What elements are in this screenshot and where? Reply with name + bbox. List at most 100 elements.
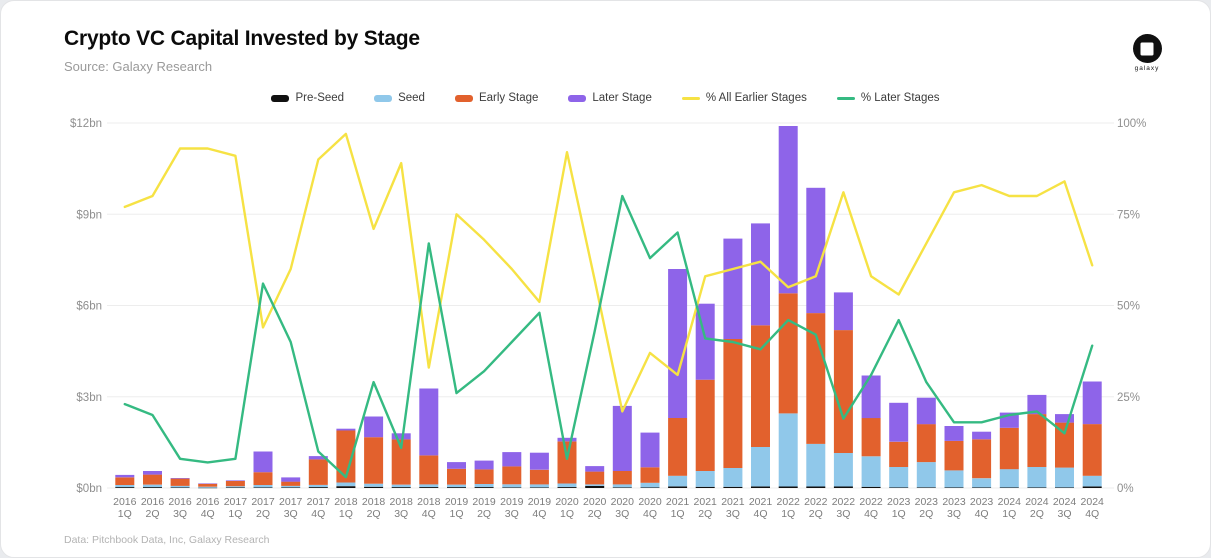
bar-segment-later (640, 432, 660, 468)
bar-segment-pre_seed (502, 487, 522, 488)
x-axis-label: 2020 4Q (638, 496, 662, 520)
x-axis-label: 2017 3Q (279, 496, 303, 520)
bar-segment-early (999, 427, 1019, 470)
bar-segment-later (198, 483, 218, 484)
legend-item-pre-seed: Pre-Seed (271, 92, 344, 104)
bar-segment-pre_seed (391, 487, 411, 488)
bar-segment-early (972, 439, 992, 479)
bar-segment-seed (364, 483, 384, 487)
x-axis-label: 2019 2Q (472, 496, 496, 520)
bar-segment-early (474, 469, 494, 484)
x-axis-label: 2019 1Q (445, 496, 469, 520)
bar-segment-pre_seed (861, 486, 881, 488)
bar-segment-early (944, 440, 964, 471)
legend-swatch-pct-later (836, 96, 855, 100)
bar-segment-pre_seed (999, 487, 1019, 488)
line-pct_later (123, 194, 1094, 479)
bar-segment-seed (170, 485, 190, 488)
bar-segment-seed (999, 469, 1019, 488)
bar-segment-early (364, 437, 384, 484)
bar-segment-seed (778, 413, 798, 487)
bar-segment-early (668, 418, 688, 476)
bar-segment-pre_seed (972, 487, 992, 488)
legend-item-early-stage: Early Stage (454, 92, 538, 104)
bar-segment-pre_seed (723, 486, 743, 488)
x-axis-label: 2018 1Q (334, 496, 358, 520)
chart-legend: Pre-Seed Seed Early Stage Later Stage % … (1, 92, 1210, 104)
left-axis-tick: $6bn (76, 301, 102, 313)
bar-segment-early (723, 339, 743, 468)
x-axis-label: 2023 3Q (942, 496, 966, 520)
x-axis-label: 2016 2Q (141, 496, 165, 520)
bar-segment-pre_seed (115, 487, 135, 488)
legend-swatch-early-stage (454, 94, 473, 102)
bar-segment-seed (308, 485, 328, 488)
bar-segment-pre_seed (529, 487, 549, 488)
bar-segment-later (668, 269, 688, 418)
bar-segment-later (225, 480, 245, 481)
x-axis-label: 2022 2Q (804, 496, 828, 520)
x-axis-label: 2022 3Q (832, 496, 856, 520)
bar-segment-early (640, 467, 660, 483)
bar-segment-seed (225, 486, 245, 488)
legend-label: Pre-Seed (295, 92, 345, 104)
bar-segment-early (751, 325, 770, 447)
bar-segment-later (585, 466, 605, 472)
x-axis-label: 2016 1Q (113, 496, 137, 520)
bar-segment-later (1055, 414, 1074, 423)
bar-segment-pre_seed (1027, 487, 1047, 488)
bar-segment-early (557, 441, 577, 484)
x-axis-label: 2021 2Q (694, 496, 718, 520)
legend-swatch-pre-seed (271, 94, 290, 102)
bar-segment-seed (336, 482, 356, 487)
x-axis-label: 2018 2Q (362, 496, 386, 520)
bar-segment-early (391, 439, 411, 485)
bar-segment-seed (115, 485, 135, 488)
bar-segment-seed (833, 453, 853, 487)
bar-segment-pre_seed (778, 486, 798, 488)
x-axis-label: 2021 3Q (721, 496, 745, 520)
left-axis-tick: $9bn (76, 209, 102, 221)
bar-segment-later (861, 375, 881, 419)
bar-segment-pre_seed (640, 487, 660, 488)
chart-subtitle: Source: Galaxy Research (64, 59, 213, 74)
bar-segment-seed (253, 485, 273, 488)
x-axis-label: 2023 2Q (915, 496, 939, 520)
bar-segment-seed (806, 443, 826, 487)
bar-segment-later (916, 397, 936, 425)
bar-segment-later (529, 452, 549, 470)
bar-segment-early (529, 469, 549, 485)
x-axis-label: 2016 3Q (168, 496, 192, 520)
bar-segment-pre_seed (143, 487, 162, 488)
bar-segment-later (751, 223, 770, 326)
page-title: Crypto VC Capital Invested by Stage (64, 27, 420, 50)
bar-segment-early (115, 477, 135, 485)
bar-segment-seed (640, 482, 660, 488)
x-axis-label: 2023 1Q (887, 496, 911, 520)
bar-segment-later (143, 471, 162, 475)
bar-segment-pre_seed (225, 487, 245, 488)
bar-segment-seed (502, 484, 522, 488)
bar-segment-seed (751, 446, 770, 487)
right-axis-tick: 50% (1117, 301, 1140, 313)
bar-segment-early (861, 418, 881, 457)
bar-segment-pre_seed (170, 487, 190, 488)
bar-segment-later (391, 433, 411, 440)
legend-item-seed: Seed (374, 92, 425, 104)
bar-segment-seed (143, 484, 162, 488)
bar-segment-early (253, 472, 273, 485)
legend-swatch-pct-earlier (681, 96, 700, 100)
bar-segment-early (833, 330, 853, 453)
bar-segment-seed (612, 484, 632, 488)
left-axis-tick: $12bn (70, 118, 102, 130)
bar-segment-later (1082, 381, 1102, 425)
galaxy-logo-icon (1132, 34, 1162, 63)
bar-segment-pre_seed (474, 487, 494, 488)
x-axis-label: 2024 2Q (1025, 496, 1049, 520)
bar-segment-seed (972, 478, 992, 488)
bar-segment-pre_seed (916, 487, 936, 488)
bar-segment-seed (1027, 467, 1047, 488)
bar-segment-later (281, 477, 301, 482)
galaxy-logo: galaxy (1129, 34, 1165, 72)
bar-segment-seed (198, 486, 218, 488)
